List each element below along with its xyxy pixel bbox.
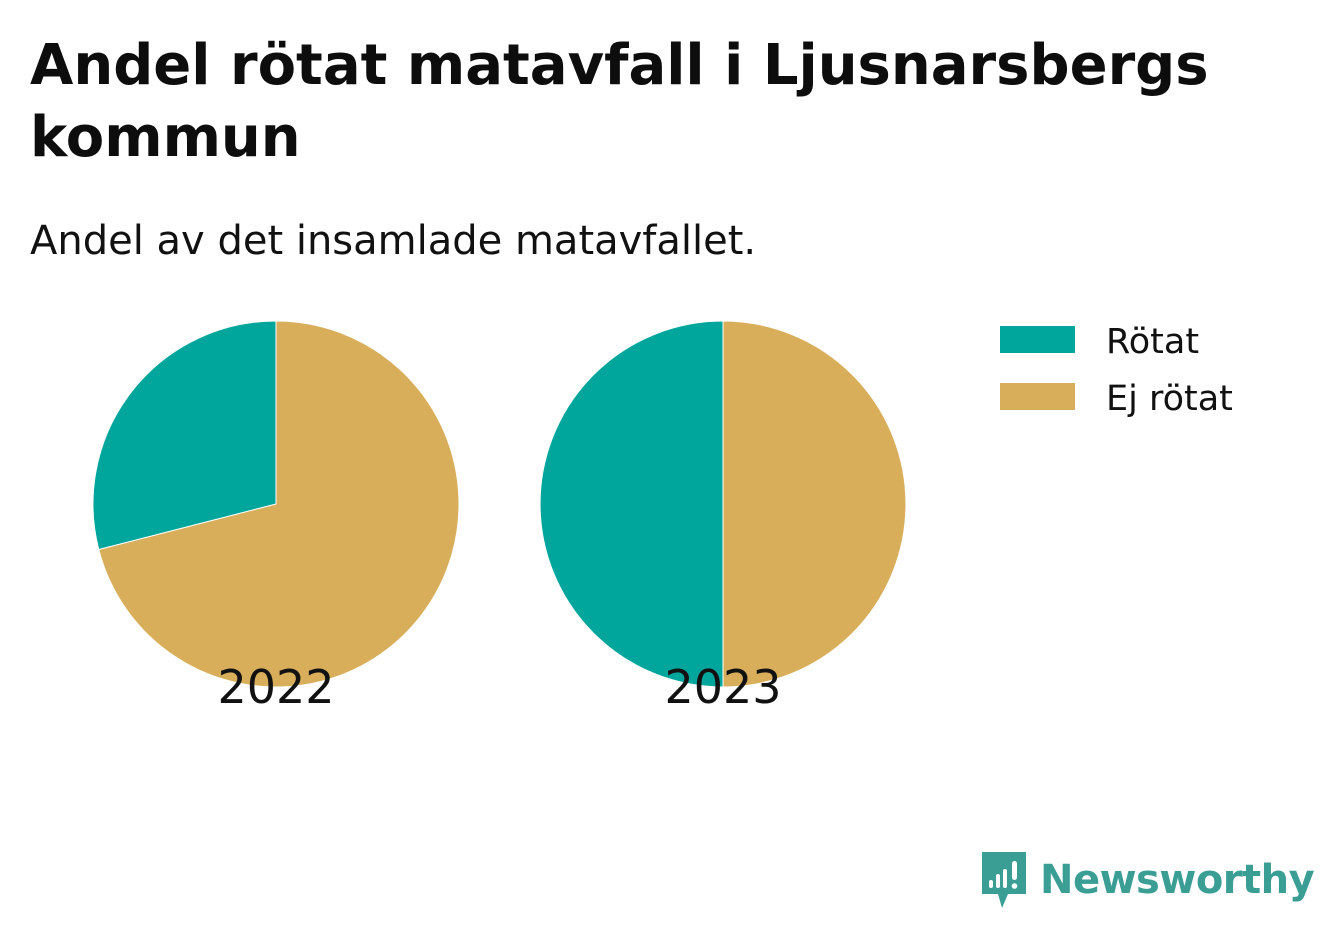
legend-label-ej-rotat: Ej rötat: [1106, 379, 1233, 419]
pie-group: 2022 2023: [92, 320, 907, 714]
pie-label-2023: 2023: [664, 660, 781, 714]
legend: Rötat Ej rötat: [1000, 322, 1233, 419]
pie-slice-2023-ej-rotat: [722, 320, 907, 688]
legend-swatch-ej-rotat: [1000, 383, 1075, 410]
legend-label-rotat: Rötat: [1106, 322, 1199, 362]
brand-logo: Newsworthy: [980, 848, 1315, 912]
newsworthy-logo-icon: [982, 852, 1026, 908]
chart-title: Andel rötat matavfall i Ljusnarsbergs ko…: [30, 33, 1209, 170]
legend-swatch-rotat: [1000, 326, 1075, 353]
pie-slice-2022-rotat: [92, 320, 277, 551]
pie-slice-2022-ej-rotat: [98, 320, 460, 688]
pie-label-2022: 2022: [217, 660, 334, 714]
chart-subtitle: Andel av det insamlade matavfallet.: [30, 218, 757, 264]
brand-name: Newsworthy: [1040, 857, 1315, 903]
pie-slice-2023-rotat: [539, 320, 724, 688]
